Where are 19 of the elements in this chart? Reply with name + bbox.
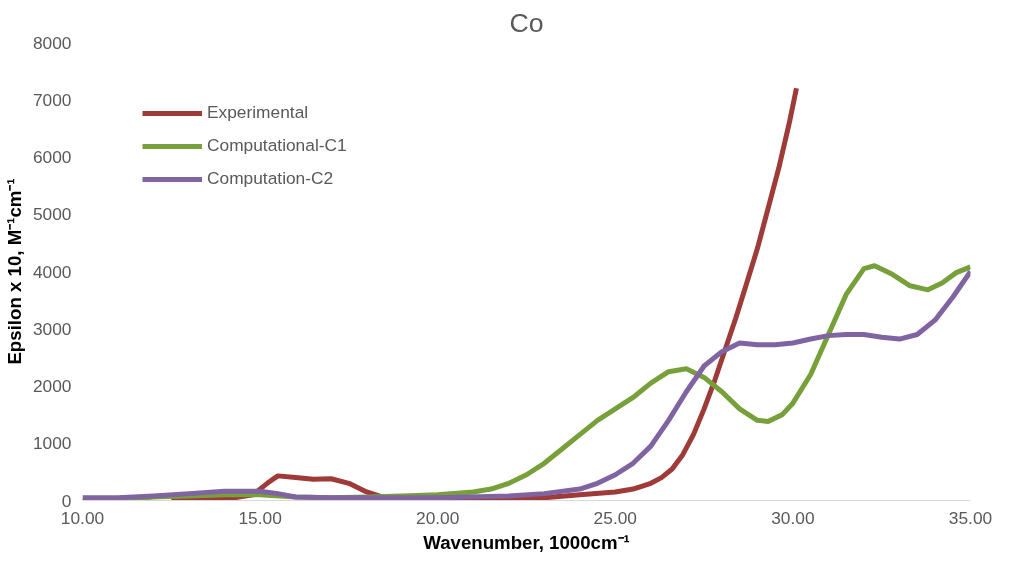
y-axis-title: Epsilon x 10, M⁻¹cm⁻¹ bbox=[3, 178, 25, 365]
x-axis-title: Wavenumber, 1000cm⁻¹ bbox=[423, 531, 630, 553]
y-tick-label: 4000 bbox=[32, 261, 72, 282]
y-tick-label: 5000 bbox=[32, 204, 72, 225]
y-tick-label: 2000 bbox=[32, 376, 72, 396]
legend-label: Computation-C2 bbox=[207, 168, 334, 189]
legend-label: Computational-C1 bbox=[207, 135, 347, 156]
y-tick-label: 8000 bbox=[32, 32, 72, 53]
y-tick-label: 1000 bbox=[32, 433, 72, 454]
x-tick-label: 20.00 bbox=[416, 507, 460, 528]
chart-title: Co bbox=[509, 7, 544, 38]
y-tick-label: 7000 bbox=[32, 89, 72, 110]
y-tick-label: 6000 bbox=[32, 147, 72, 167]
y-tick-label: 3000 bbox=[32, 318, 72, 339]
x-tick-label: 30.00 bbox=[771, 507, 815, 528]
x-tick-label: 35.00 bbox=[948, 507, 993, 528]
legend-label: Experimental bbox=[207, 102, 309, 123]
x-tick-label: 25.00 bbox=[593, 507, 637, 528]
x-tick-label: 15.00 bbox=[238, 507, 282, 528]
